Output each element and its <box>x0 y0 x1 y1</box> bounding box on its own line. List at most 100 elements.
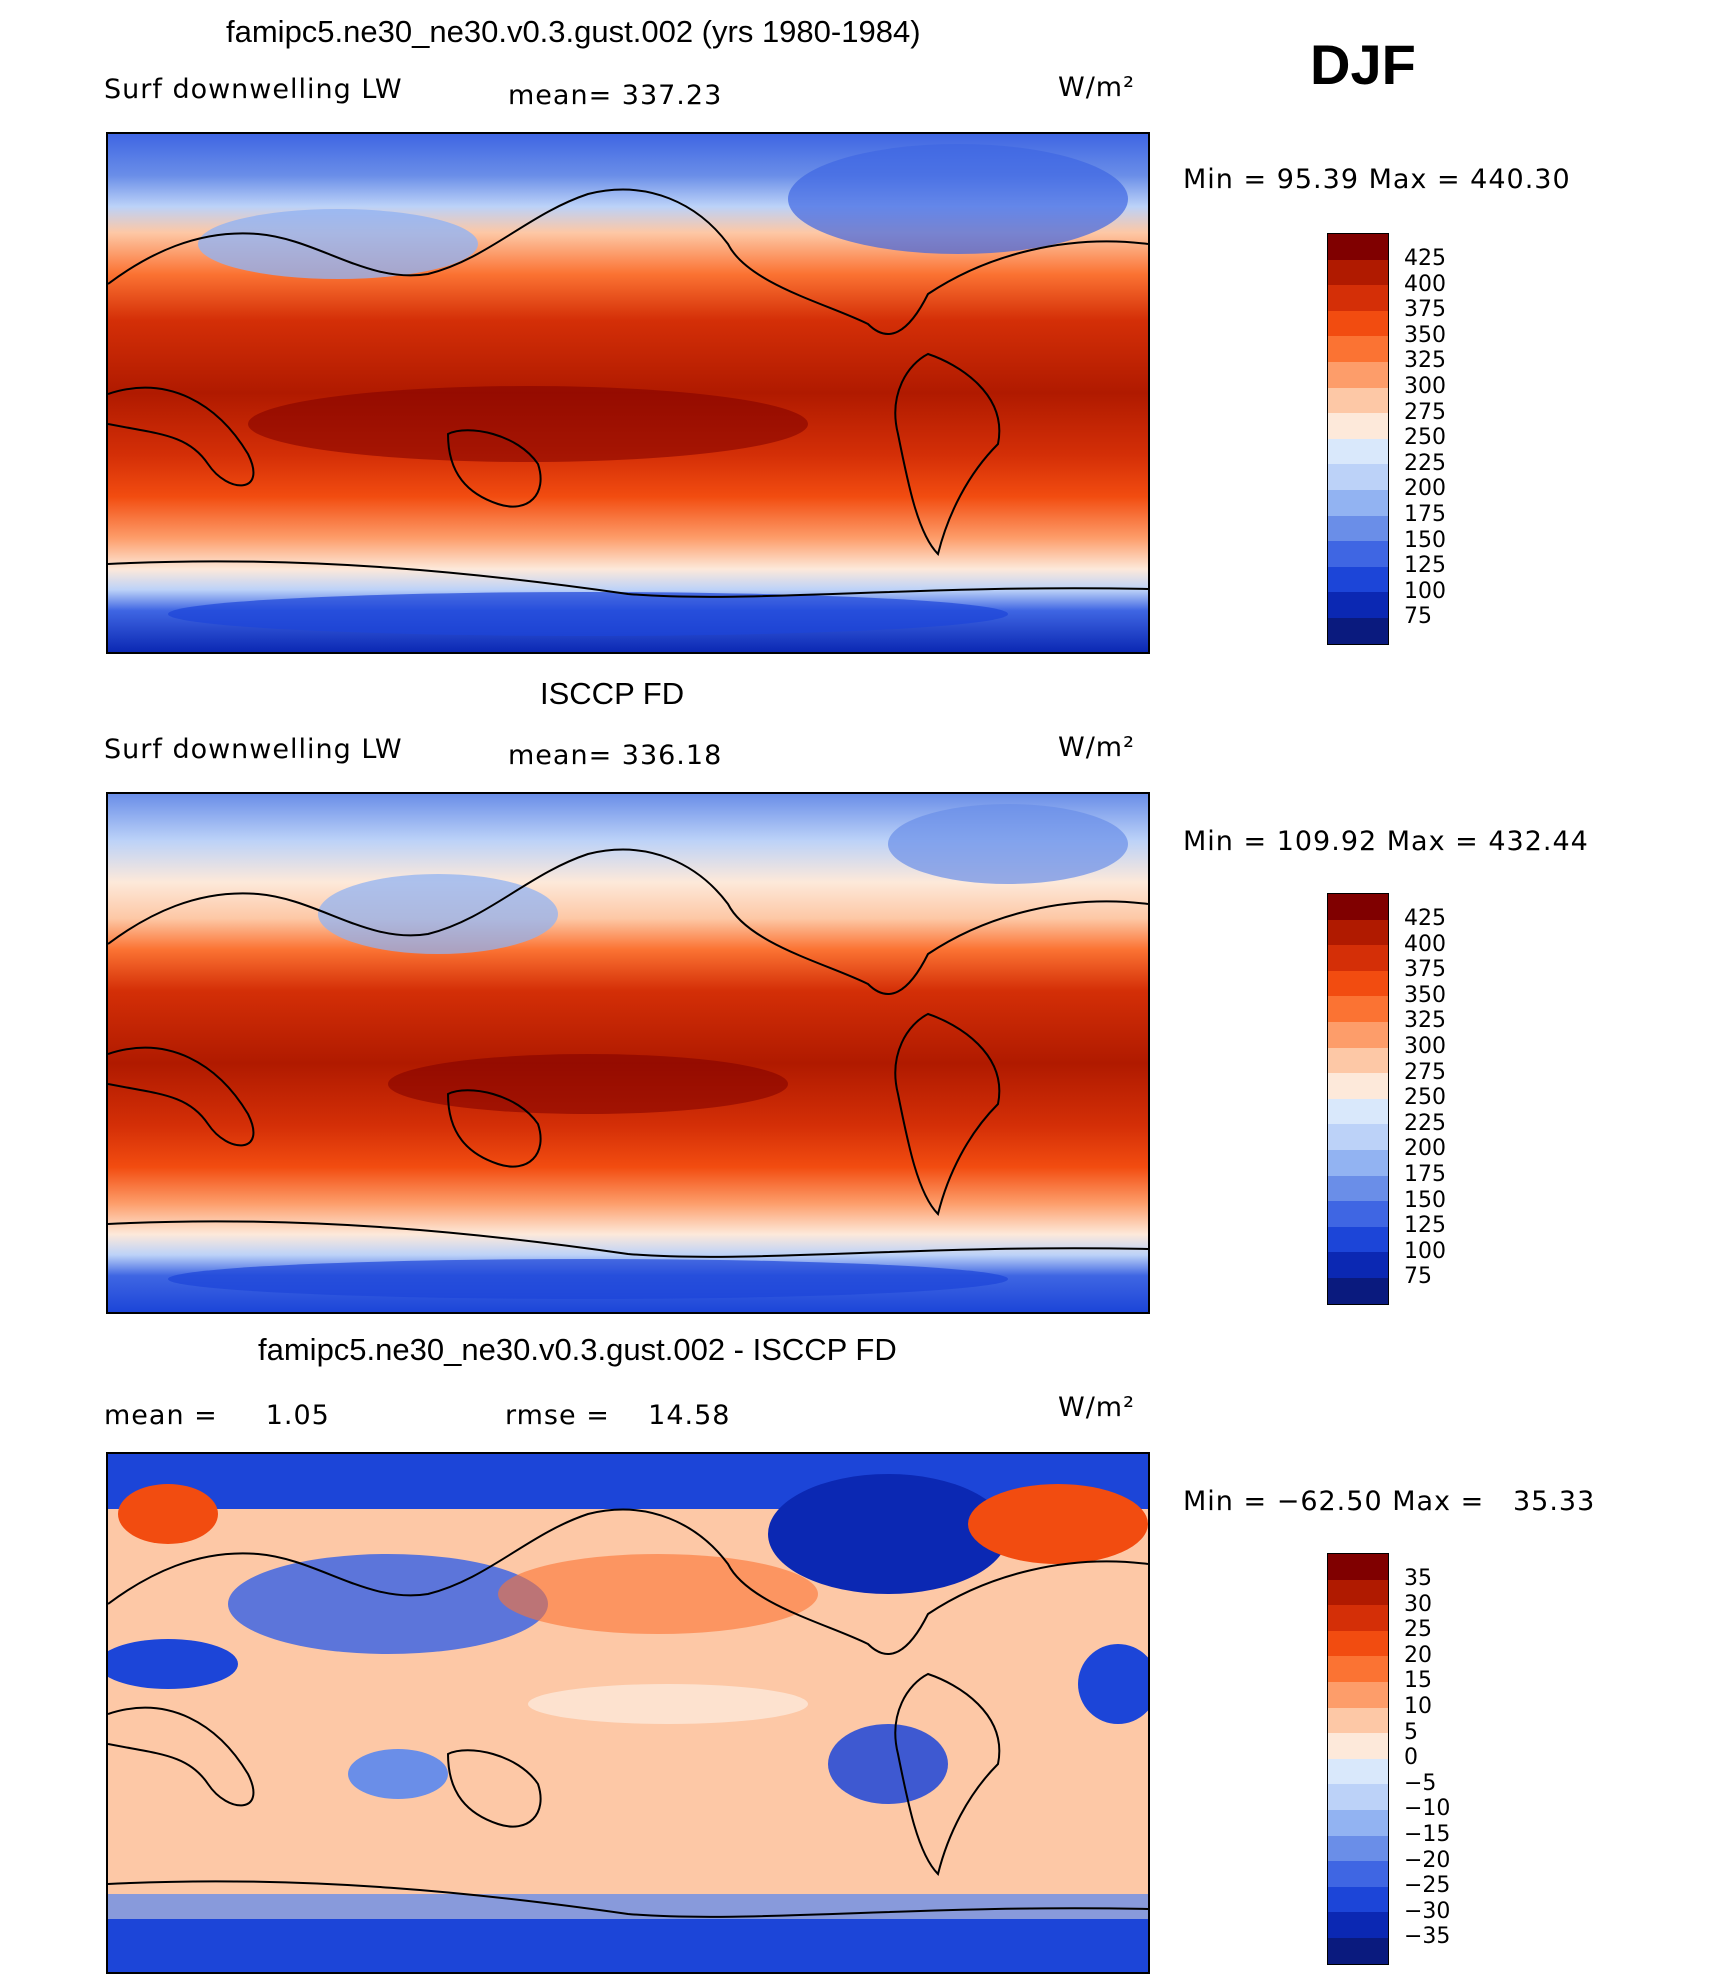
panel1-colorbar <box>1327 233 1389 645</box>
panel3-rmse: rmse = 14.58 <box>505 1400 731 1431</box>
colorbar-swatch <box>1328 285 1388 311</box>
colorbar-swatch <box>1328 1681 1388 1708</box>
colorbar-swatch <box>1328 464 1388 490</box>
colorbar-label: −25 <box>1404 1873 1451 1899</box>
colorbar-label: −10 <box>1404 1796 1451 1822</box>
panel1-mean: mean= 337.23 <box>508 80 723 111</box>
colorbar-label: 100 <box>1404 578 1446 604</box>
colorbar-label: −35 <box>1404 1924 1451 1950</box>
panel3-minmax: Min = −62.50 Max = 35.33 <box>1183 1486 1596 1517</box>
colorbar-swatch <box>1328 1149 1388 1176</box>
panel2-colorbar <box>1327 893 1389 1305</box>
colorbar-label: 5 <box>1404 1719 1418 1745</box>
colorbar-swatch <box>1328 259 1388 286</box>
colorbar-swatch <box>1328 1733 1388 1759</box>
colorbar-label: −20 <box>1404 1847 1451 1873</box>
colorbar-swatch <box>1328 1226 1388 1253</box>
colorbar-swatch <box>1328 1073 1388 1099</box>
colorbar-swatch <box>1328 1124 1388 1150</box>
colorbar-swatch <box>1328 515 1388 542</box>
colorbar-swatch <box>1328 1201 1388 1227</box>
colorbar-swatch <box>1328 1252 1388 1278</box>
colorbar-swatch <box>1328 1656 1388 1682</box>
colorbar-label: 75 <box>1404 604 1432 630</box>
colorbar-swatch <box>1328 438 1388 465</box>
colorbar-label: 300 <box>1404 373 1446 399</box>
colorbar-label: 250 <box>1404 425 1446 451</box>
colorbar-swatch <box>1328 1277 1388 1304</box>
colorbar-swatch <box>1328 617 1388 644</box>
panel3-units: W/m² <box>1058 1392 1135 1423</box>
colorbar-label: 125 <box>1404 553 1446 579</box>
colorbar-swatch <box>1328 1554 1388 1580</box>
colorbar-label: 425 <box>1404 246 1446 271</box>
colorbar-swatch <box>1328 387 1388 414</box>
colorbar-swatch <box>1328 234 1388 260</box>
colorbar-swatch <box>1328 1175 1388 1202</box>
colorbar-label: 225 <box>1404 1110 1446 1136</box>
colorbar-label: 200 <box>1404 476 1446 502</box>
colorbar-swatch <box>1328 894 1388 920</box>
colorbar-label: 10 <box>1404 1693 1432 1719</box>
panel1-map <box>106 132 1150 654</box>
colorbar-swatch <box>1328 1047 1388 1074</box>
colorbar-label: 375 <box>1404 297 1446 323</box>
panel2-map <box>106 792 1150 1314</box>
colorbar-label: 150 <box>1404 527 1446 553</box>
panel2-variable: Surf downwelling LW <box>104 734 403 765</box>
panel2-mean: mean= 336.18 <box>508 740 723 771</box>
colorbar-swatch <box>1328 970 1388 997</box>
colorbar-swatch <box>1328 1098 1388 1125</box>
panel2-units: W/m² <box>1058 732 1135 763</box>
colorbar-label: 225 <box>1404 450 1446 476</box>
colorbar-swatch <box>1328 566 1388 593</box>
colorbar-swatch <box>1328 1912 1388 1938</box>
colorbar-swatch <box>1328 945 1388 971</box>
colorbar-swatch <box>1328 1809 1388 1836</box>
season-label: DJF <box>1310 33 1416 96</box>
colorbar-swatch <box>1328 919 1388 946</box>
panel2-colorbar-labels: 425 400 375 350 325 300 275 250 225 200 175 150 125 1… <box>1404 906 1446 1290</box>
colorbar-label: 350 <box>1404 982 1446 1008</box>
panel1-units: W/m² <box>1058 72 1135 103</box>
colorbar-label: 300 <box>1404 1033 1446 1059</box>
colorbar-swatch <box>1328 1835 1388 1862</box>
colorbar-label: 35 <box>1404 1566 1432 1591</box>
colorbar-label: 125 <box>1404 1213 1446 1239</box>
panel2-minmax: Min = 109.92 Max = 432.44 <box>1183 826 1589 857</box>
colorbar-label: −30 <box>1404 1898 1451 1924</box>
colorbar-swatch <box>1328 1630 1388 1657</box>
colorbar-label: −5 <box>1404 1770 1437 1796</box>
panel1-colorbar-labels: 425 400 375 350 325 300 275 250 225 200 175 150 125 1… <box>1404 246 1446 630</box>
colorbar-swatch <box>1328 1886 1388 1913</box>
colorbar-label: 25 <box>1404 1617 1432 1643</box>
colorbar-label: 20 <box>1404 1642 1432 1668</box>
colorbar-label: 200 <box>1404 1136 1446 1162</box>
colorbar-label: 400 <box>1404 271 1446 297</box>
panel3-mean: mean = 1.05 <box>104 1400 330 1431</box>
panel3-colorbar-labels: 35 30 25 20 15 10 5 0 −5 −10 −15 −20 −25 −30 −35 <box>1404 1566 1450 1950</box>
panel2-title: ISCCP FD <box>540 676 685 711</box>
colorbar-label: 375 <box>1404 957 1446 983</box>
colorbar-swatch <box>1328 592 1388 618</box>
colorbar-swatch <box>1328 996 1388 1022</box>
colorbar-swatch <box>1328 541 1388 567</box>
colorbar-label: 400 <box>1404 931 1446 957</box>
colorbar-label: 150 <box>1404 1187 1446 1213</box>
colorbar-label: 325 <box>1404 348 1446 374</box>
colorbar-label: 325 <box>1404 1008 1446 1034</box>
colorbar-label: 250 <box>1404 1085 1446 1111</box>
colorbar-swatch <box>1328 310 1388 337</box>
colorbar-swatch <box>1328 1937 1388 1964</box>
colorbar-label: 30 <box>1404 1591 1432 1617</box>
colorbar-label: 15 <box>1404 1668 1432 1694</box>
panel1-title: famipc5.ne30_ne30.v0.3.gust.002 (yrs 198… <box>226 14 921 49</box>
panel3-title: famipc5.ne30_ne30.v0.3.gust.002 - ISCCP … <box>258 1332 897 1367</box>
colorbar-swatch <box>1328 361 1388 388</box>
panel1-variable: Surf downwelling LW <box>104 74 403 105</box>
colorbar-swatch <box>1328 1861 1388 1887</box>
panel1-minmax: Min = 95.39 Max = 440.30 <box>1183 164 1571 195</box>
colorbar-label: 425 <box>1404 906 1446 931</box>
colorbar-label: 175 <box>1404 501 1446 527</box>
colorbar-swatch <box>1328 336 1388 362</box>
